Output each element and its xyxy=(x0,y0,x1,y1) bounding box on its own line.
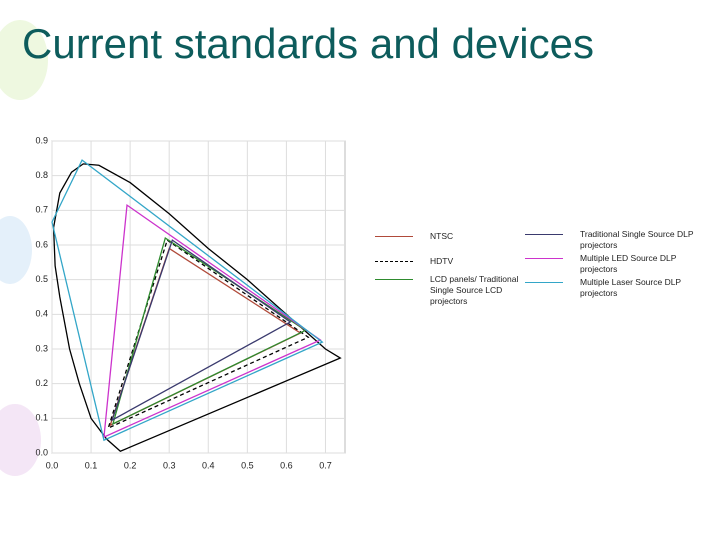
y-tick-label: 0.1 xyxy=(35,413,48,423)
x-tick-label: 0.3 xyxy=(163,460,176,470)
legend-swatch xyxy=(525,282,563,283)
slide-title: Current standards and devices xyxy=(22,20,594,67)
plot-area xyxy=(51,140,346,454)
legend-swatch xyxy=(525,234,563,235)
x-tick-label: 0.4 xyxy=(202,460,215,470)
y-tick-label: 0.9 xyxy=(35,135,48,145)
y-tick-label: 0.2 xyxy=(35,378,48,388)
decoration xyxy=(0,20,48,100)
legend-label: HDTV xyxy=(430,256,454,266)
series-line xyxy=(103,203,322,439)
y-tick-label: 0.0 xyxy=(35,447,48,457)
series-line xyxy=(107,239,310,430)
legend-swatch xyxy=(375,279,413,280)
y-tick-label: 0.8 xyxy=(35,170,48,180)
legend-swatch xyxy=(375,236,413,237)
series-line xyxy=(51,159,324,442)
x-tick-label: 0.5 xyxy=(241,460,254,470)
legend-swatch xyxy=(375,261,413,262)
series-line xyxy=(52,163,342,453)
y-tick-label: 0.5 xyxy=(35,274,48,284)
legend-entry: LCD panels/ Traditional Single Source LC… xyxy=(375,274,522,307)
legend-label: Multiple LED Source DLP projectors xyxy=(580,253,677,274)
legend-label: LCD panels/ Traditional Single Source LC… xyxy=(430,274,519,306)
legend-swatch xyxy=(525,258,563,259)
legend-label: Traditional Single Source DLP projectors xyxy=(580,229,694,250)
y-tick-label: 0.7 xyxy=(35,205,48,215)
x-tick-label: 0.6 xyxy=(280,460,293,470)
legend-entry: HDTV xyxy=(375,256,522,267)
y-tick-label: 0.4 xyxy=(35,309,48,319)
legend-label: NTSC xyxy=(430,231,454,241)
decoration xyxy=(0,216,32,284)
decoration xyxy=(0,404,41,476)
legend-entry: NTSC xyxy=(375,231,550,242)
legend-label: Multiple Laser Source DLP projectors xyxy=(580,277,681,298)
x-tick-label: 0.1 xyxy=(85,460,98,470)
x-tick-label: 0.2 xyxy=(124,460,137,470)
x-tick-label: 0.0 xyxy=(46,460,59,470)
legend-entry: Multiple Laser Source DLP projectors xyxy=(525,277,700,299)
x-tick-label: 0.7 xyxy=(319,460,332,470)
legend-entry: Multiple LED Source DLP projectors xyxy=(525,253,700,275)
y-tick-label: 0.6 xyxy=(35,239,48,249)
series-line xyxy=(111,239,292,422)
legend-entry: Traditional Single Source DLP projectors xyxy=(525,229,700,251)
y-tick-label: 0.3 xyxy=(35,343,48,353)
